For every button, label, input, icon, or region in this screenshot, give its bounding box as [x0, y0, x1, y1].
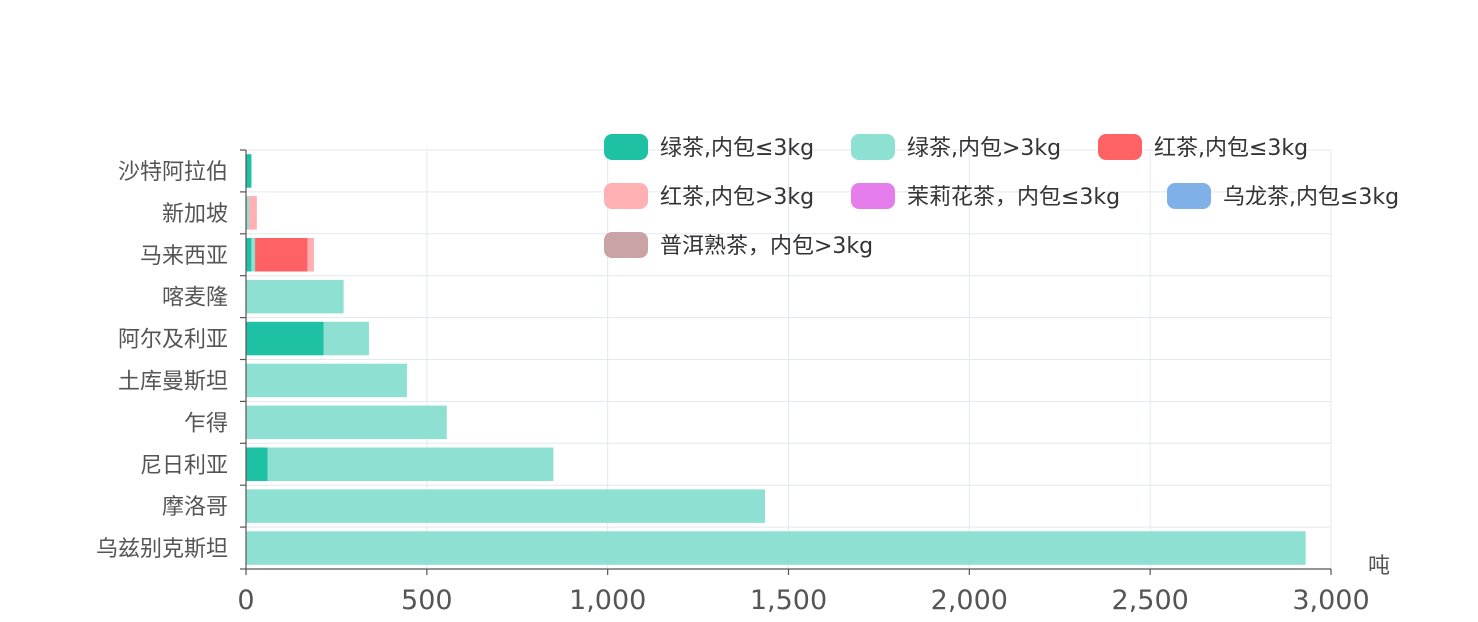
- y-category-label: 喀麦隆: [162, 286, 228, 311]
- bar-segment: [246, 196, 249, 230]
- legend-swatch: [604, 232, 648, 258]
- y-category-label: 新加坡: [162, 202, 228, 227]
- legend-item: 乌龙茶,内包≤3kg: [1167, 183, 1399, 210]
- x-tick-label: 3,000: [1292, 585, 1369, 616]
- x-tick-label: 1,500: [750, 585, 827, 616]
- legend-item: 茉莉花茶，内包≤3kg: [851, 183, 1120, 210]
- bar-segment: [246, 363, 407, 398]
- bar-segment: [246, 405, 447, 440]
- x-tick-label: 0: [237, 585, 254, 616]
- bar-segment: [246, 531, 1306, 565]
- legend-swatch: [604, 183, 648, 209]
- legend-label: 红茶,内包≤3kg: [1154, 136, 1308, 161]
- bar-segment: [246, 321, 324, 356]
- legend-swatch: [1098, 134, 1142, 160]
- legend-item: 绿茶,内包>3kg: [851, 134, 1061, 161]
- legend-swatch: [851, 183, 895, 209]
- x-tick-label: 1,000: [569, 585, 646, 616]
- x-tick-label: 2,500: [1112, 585, 1189, 616]
- y-category-label: 摩洛哥: [162, 495, 228, 520]
- legend-item: 红茶,内包>3kg: [604, 183, 814, 210]
- bar-segment: [267, 447, 554, 482]
- bar-segment: [246, 279, 344, 314]
- bar-segment: [246, 489, 765, 523]
- bar-segment: [255, 237, 308, 272]
- x-tick-label: 500: [401, 585, 453, 616]
- legend-item: 普洱熟茶，内包>3kg: [604, 232, 873, 259]
- axes-group: 乌兹别克斯坦 摩洛哥 尼日利亚 乍得 土库曼斯坦 阿尔及利亚 喀麦隆 马来西亚 新加坡 沙特阿拉伯…: [96, 149, 1390, 616]
- legend: 绿茶,内包≤3kg 绿茶,内包>3kg 红茶,内包≤3kg 红茶,内包>3kg 茉莉花茶…: [604, 134, 1399, 259]
- y-category-label: 乌兹别克斯坦: [96, 537, 228, 562]
- legend-swatch: [851, 134, 895, 160]
- legend-swatch: [604, 134, 648, 160]
- y-category-label: 尼日利亚: [140, 453, 228, 478]
- bar-segment: [246, 154, 252, 188]
- y-category-label: 阿尔及利亚: [118, 328, 228, 353]
- legend-label: 红茶,内包>3kg: [660, 185, 814, 210]
- legend-label: 普洱熟茶，内包>3kg: [660, 234, 873, 259]
- legend-swatch: [1167, 183, 1211, 209]
- y-category-label: 马来西亚: [140, 244, 228, 269]
- legend-label: 绿茶,内包≤3kg: [660, 136, 814, 161]
- bar-segment: [251, 237, 256, 272]
- y-category-label: 乍得: [184, 411, 228, 436]
- bar-segment: [307, 237, 314, 272]
- y-category-label: 沙特阿拉伯: [118, 160, 228, 185]
- legend-label: 茉莉花茶，内包≤3kg: [907, 185, 1120, 210]
- bar-segment: [246, 447, 268, 482]
- legend-label: 乌龙茶,内包≤3kg: [1223, 185, 1399, 210]
- bars-group: [246, 154, 1306, 565]
- legend-item: 红茶,内包≤3kg: [1098, 134, 1308, 161]
- legend-label: 绿茶,内包>3kg: [907, 136, 1061, 161]
- x-axis-unit-label: 吨: [1368, 554, 1390, 579]
- y-category-label: 土库曼斯坦: [118, 369, 228, 394]
- legend-item: 绿茶,内包≤3kg: [604, 134, 814, 161]
- bar-segment: [246, 237, 252, 272]
- bar-segment: [248, 196, 257, 230]
- x-tick-label: 2,000: [931, 585, 1008, 616]
- bar-segment: [323, 321, 369, 356]
